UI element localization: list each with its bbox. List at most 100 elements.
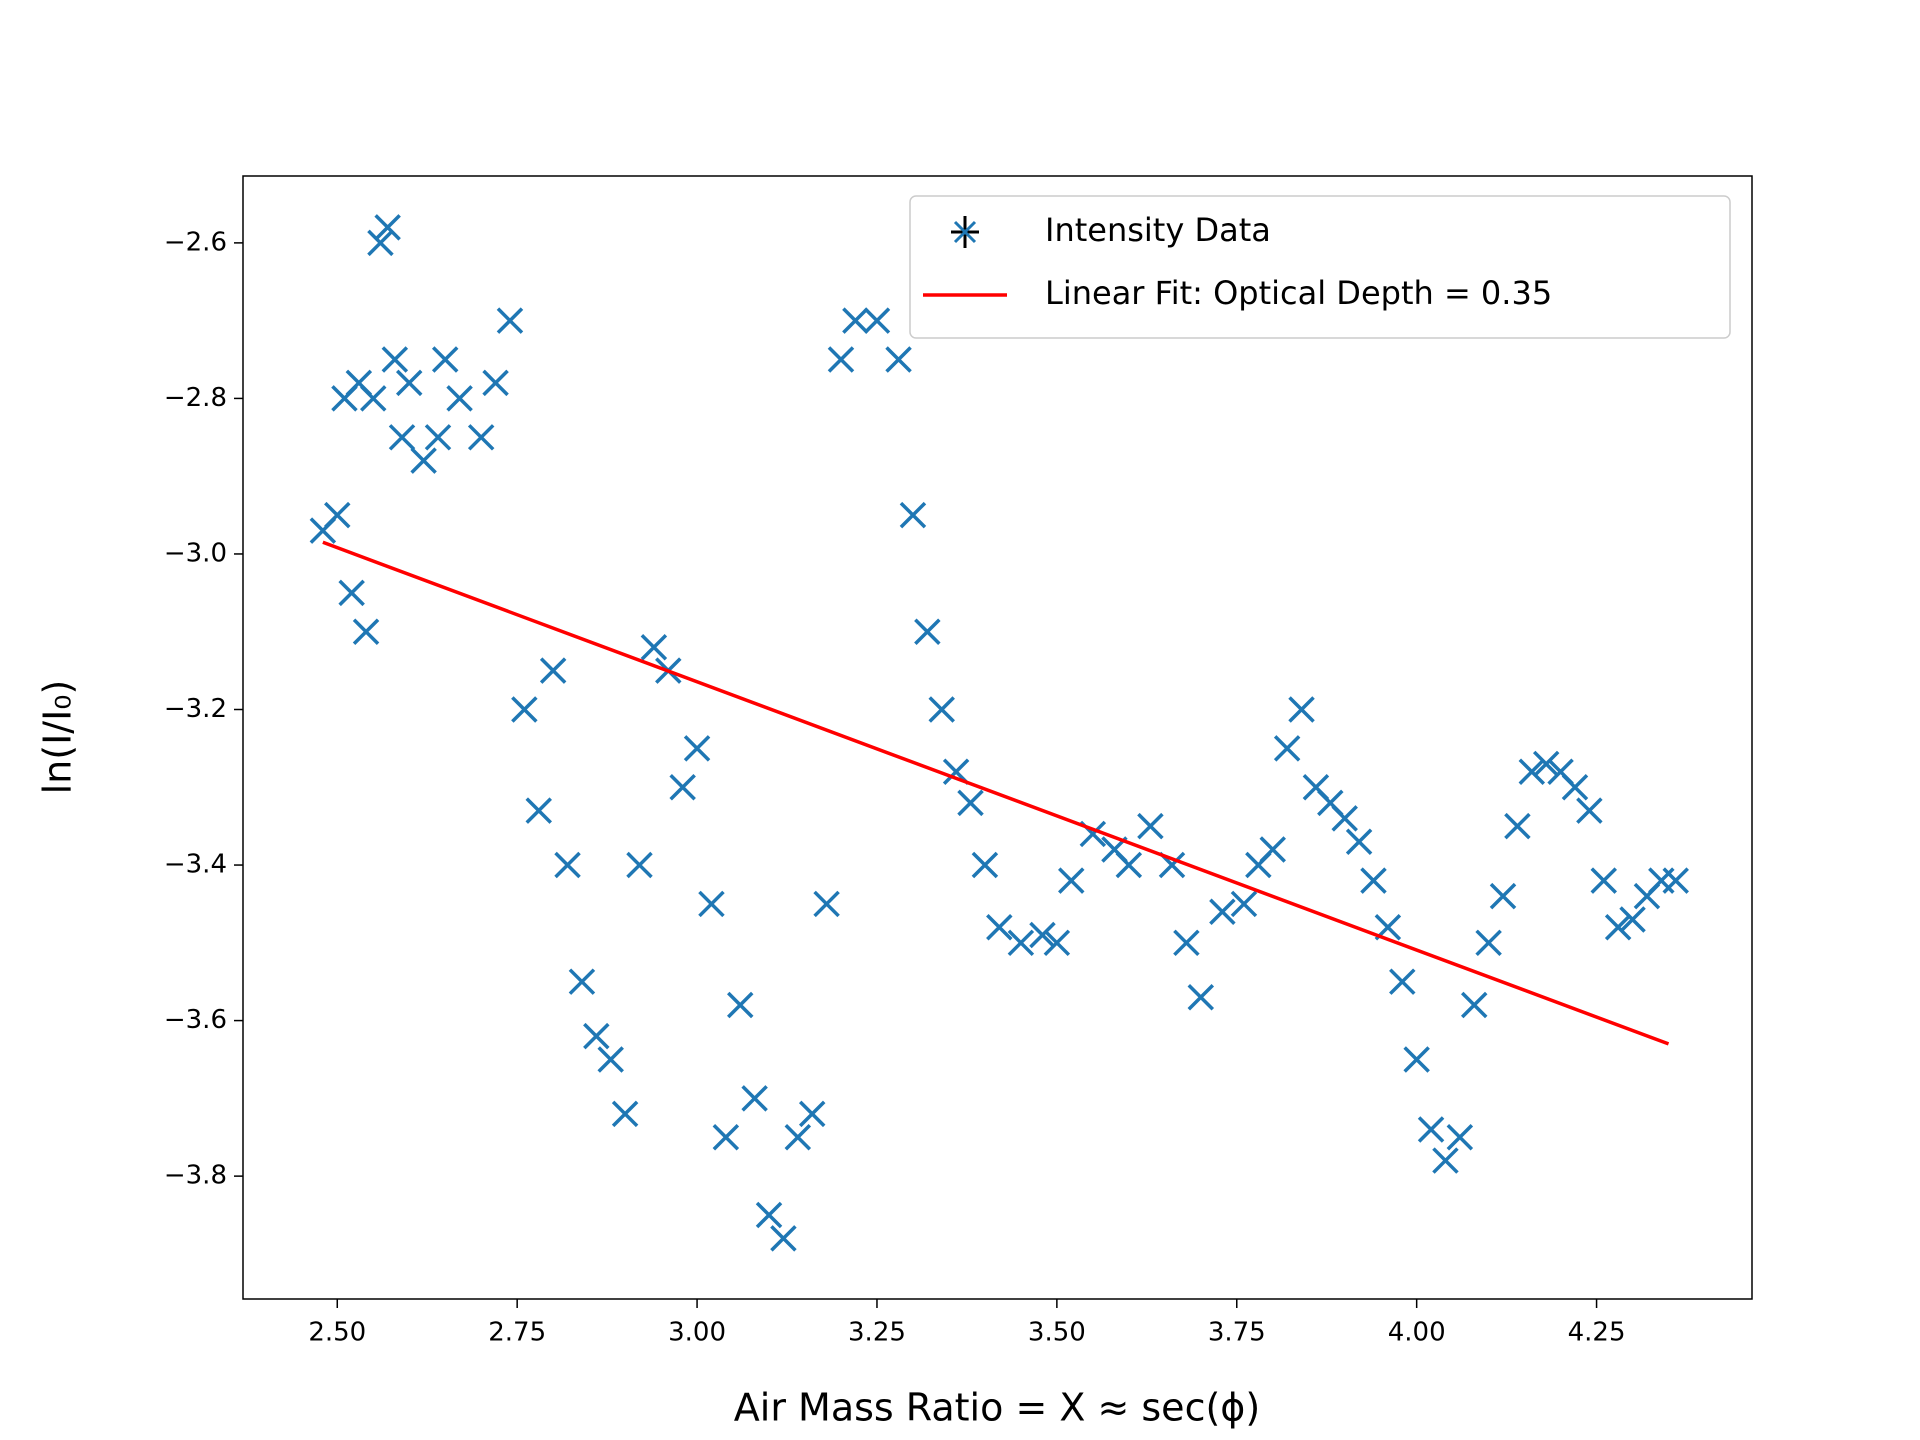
- data-marker: [1576, 797, 1603, 824]
- legend-label: Intensity Data: [1045, 211, 1271, 249]
- data-marker: [324, 501, 351, 529]
- data-marker: [885, 346, 912, 373]
- legend-marker: [953, 220, 977, 244]
- x-tick-label: 2.75: [488, 1318, 546, 1348]
- data-marker: [1043, 929, 1071, 957]
- data-marker: [381, 346, 409, 373]
- data-marker: [1288, 696, 1315, 723]
- data-marker: [727, 991, 754, 1019]
- data-marker: [1489, 882, 1517, 910]
- data-marker: [539, 657, 567, 684]
- data-marker: [770, 1225, 797, 1252]
- data-marker: [568, 968, 596, 995]
- x-tick-label: 3.00: [668, 1318, 726, 1348]
- plot-area: [309, 214, 1689, 1252]
- data-marker: [1360, 867, 1387, 894]
- data-marker: [827, 346, 855, 373]
- data-marker: [813, 890, 840, 918]
- x-tick-label: 4.25: [1568, 1318, 1626, 1348]
- data-marker: [1504, 812, 1531, 840]
- x-tick-label: 4.00: [1388, 1318, 1446, 1348]
- plot-frame: [242, 175, 1753, 1300]
- data-marker: [683, 735, 711, 762]
- y-tick-label: −3.8: [164, 1161, 227, 1191]
- data-marker: [755, 1201, 783, 1229]
- y-tick-label: −2.8: [164, 383, 227, 413]
- data-marker: [611, 1100, 639, 1128]
- data-marker: [482, 369, 509, 397]
- legend-label: Linear Fit: Optical Depth = 0.35: [1045, 274, 1552, 312]
- data-marker: [395, 369, 423, 397]
- data-marker: [1604, 914, 1632, 941]
- y-axis-label: ln(I/I₀): [36, 680, 80, 795]
- data-marker: [467, 424, 495, 451]
- data-marker: [1403, 1046, 1430, 1073]
- data-marker: [554, 851, 581, 879]
- data-marker: [374, 214, 401, 241]
- data-marker: [971, 851, 999, 879]
- data-marker: [1058, 867, 1085, 894]
- data-marker: [784, 1124, 812, 1151]
- data-marker: [446, 385, 473, 412]
- data-marker: [1518, 758, 1546, 785]
- x-tick-label: 3.75: [1208, 1318, 1266, 1348]
- data-marker: [1259, 836, 1286, 863]
- data-marker: [338, 579, 365, 607]
- y-tick-label: −3.4: [164, 850, 227, 880]
- data-marker: [511, 696, 538, 723]
- data-marker: [1532, 750, 1560, 778]
- data-marker: [597, 1046, 624, 1073]
- x-tick-label: 3.25: [848, 1318, 906, 1348]
- data-marker: [669, 774, 696, 801]
- data-marker: [1007, 929, 1035, 957]
- data-marker: [1561, 774, 1589, 801]
- data-marker: [1619, 906, 1646, 933]
- data-marker: [1389, 968, 1416, 995]
- data-marker: [640, 634, 668, 661]
- x-axis-label: Air Mass Ratio = X ≈ sec(ϕ): [734, 1386, 1260, 1430]
- data-marker: [957, 789, 984, 817]
- data-marker: [1345, 828, 1373, 855]
- data-marker: [424, 424, 452, 451]
- data-marker: [842, 307, 869, 334]
- data-marker: [1115, 851, 1143, 879]
- data-marker: [1432, 1147, 1459, 1174]
- data-marker: [928, 696, 955, 723]
- data-marker: [496, 307, 524, 334]
- data-marker: [525, 797, 552, 824]
- x-tick-label: 2.50: [308, 1318, 366, 1348]
- data-marker: [712, 1124, 740, 1151]
- data-marker: [698, 890, 725, 918]
- data-marker: [1230, 890, 1258, 918]
- y-tick-label: −3.6: [164, 1005, 227, 1035]
- data-marker: [1475, 929, 1502, 957]
- data-marker: [1137, 812, 1164, 840]
- data-marker: [1460, 991, 1488, 1019]
- fit-line: [322, 540, 1670, 1046]
- data-marker: [986, 914, 1013, 941]
- data-marker: [741, 1085, 768, 1112]
- y-tick-label: −3.2: [164, 694, 227, 724]
- data-marker: [798, 1100, 826, 1128]
- data-marker: [1209, 898, 1236, 925]
- data-marker: [1331, 805, 1358, 832]
- data-marker: [367, 229, 394, 257]
- data-marker: [1187, 984, 1215, 1011]
- data-marker: [388, 424, 416, 451]
- data-marker: [626, 851, 653, 879]
- data-marker: [583, 1022, 610, 1050]
- data-marker: [1662, 867, 1689, 894]
- data-marker: [1173, 929, 1200, 957]
- x-tick-label: 3.50: [1028, 1318, 1086, 1348]
- data-marker: [899, 501, 927, 529]
- data-marker: [863, 307, 891, 334]
- data-marker: [410, 447, 437, 474]
- legend-box: [909, 195, 1731, 339]
- data-marker: [914, 618, 941, 645]
- y-tick-label: −2.6: [164, 227, 227, 257]
- data-marker: [1417, 1116, 1445, 1143]
- data-marker: [1273, 735, 1301, 762]
- data-marker: [352, 618, 380, 645]
